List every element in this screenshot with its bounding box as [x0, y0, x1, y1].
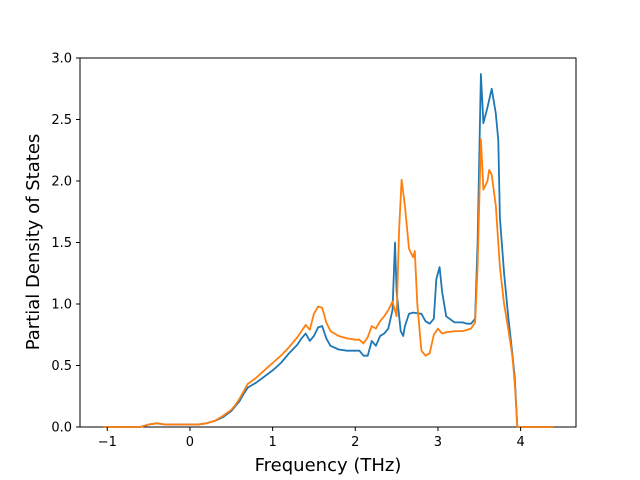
plot-area: −1 0 1 2 3 4 0.0 0.5 1.0 1.5 2.0 2.5 3.0: [51, 52, 577, 450]
y-axis-label: Partial Density of States: [23, 134, 44, 351]
y-tick-label: 0.0: [51, 421, 72, 436]
y-tick-label: 0.5: [51, 359, 72, 374]
x-tick-label: −1: [98, 435, 117, 450]
x-axis-label: Frequency (THz): [255, 455, 402, 476]
x-tick-label: 2: [351, 435, 359, 450]
y-tick-label: 1.0: [51, 298, 72, 313]
y-tick-label: 1.5: [51, 236, 72, 251]
x-tick-label: 1: [268, 435, 276, 450]
x-tick-label: 0: [186, 435, 194, 450]
series-line-1: [103, 73, 554, 428]
series-line-2: [103, 138, 554, 428]
x-axis-ticks: −1 0 1 2 3 4: [98, 427, 525, 450]
y-tick-label: 3.0: [51, 52, 72, 67]
y-tick-label: 2.0: [51, 175, 72, 190]
x-tick-label: 4: [516, 435, 524, 450]
y-tick-label: 2.5: [51, 113, 72, 128]
y-axis-ticks: 0.0 0.5 1.0 1.5 2.0 2.5 3.0: [51, 52, 80, 436]
x-tick-label: 3: [434, 435, 442, 450]
series-layer: [103, 73, 554, 428]
